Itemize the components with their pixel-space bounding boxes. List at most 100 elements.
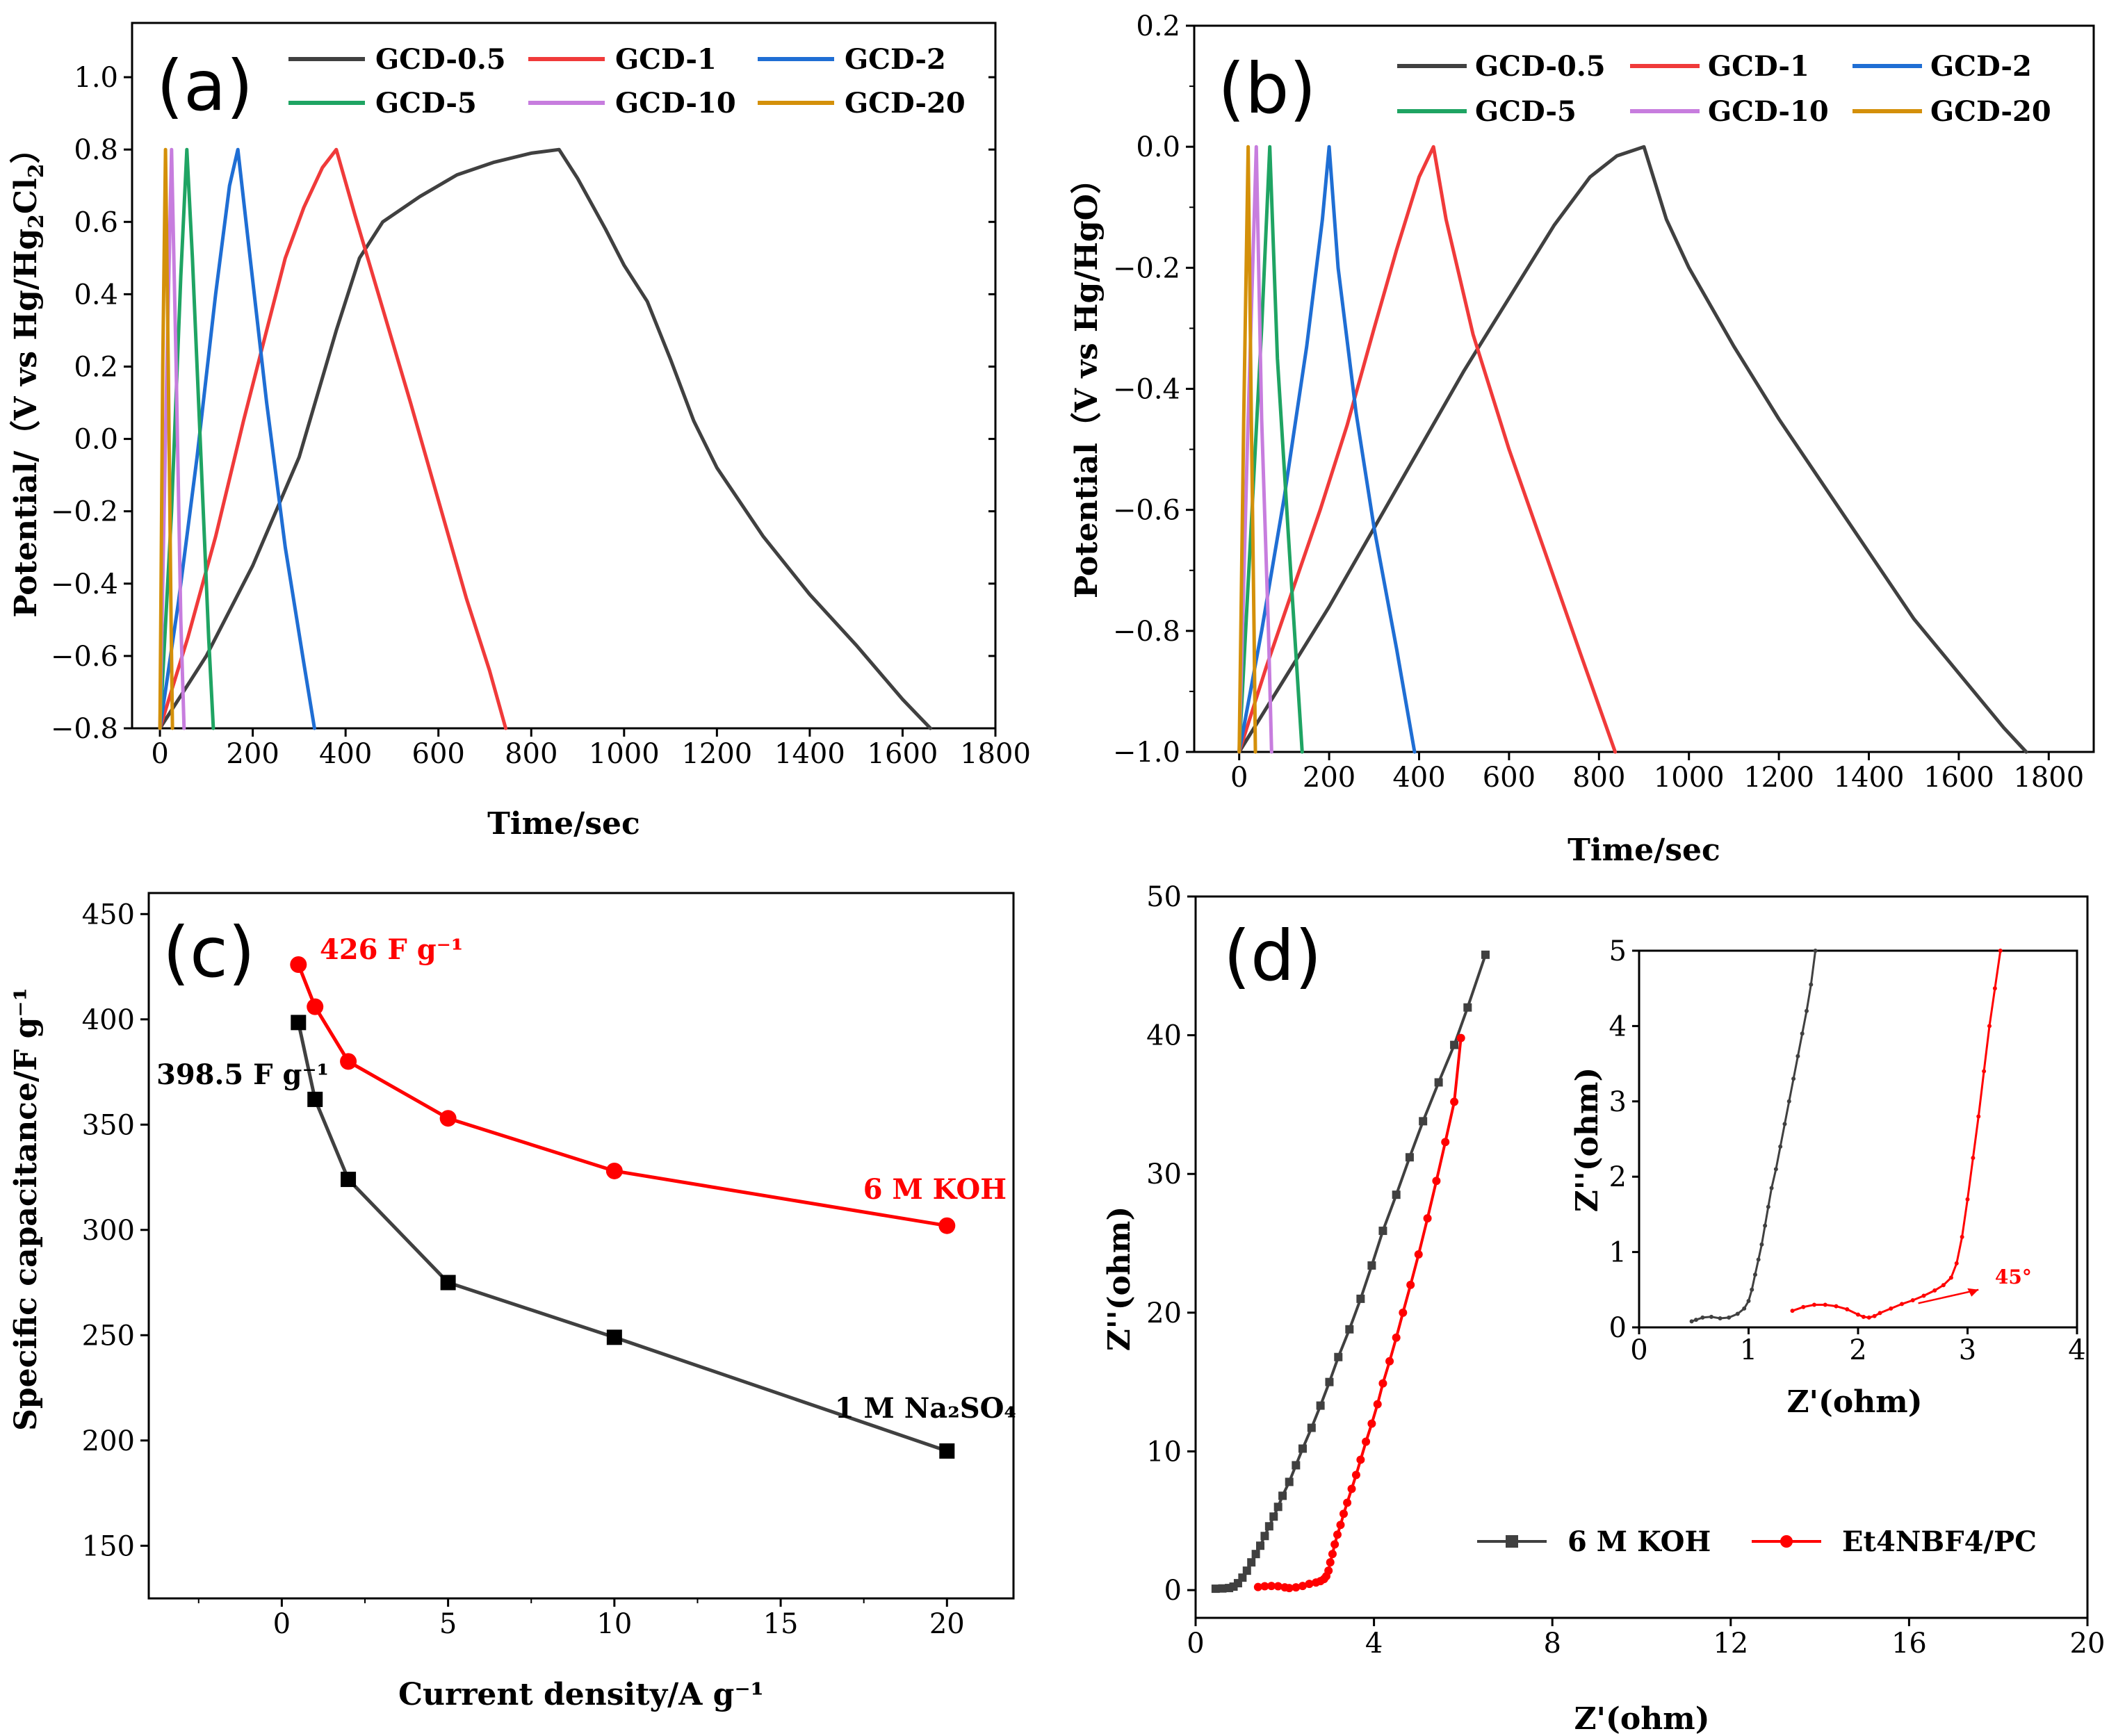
plot-frame: [147, 892, 1015, 1600]
x-tick-label: 1600: [1923, 762, 1994, 794]
legend-label: Et4NBF4/PC: [1842, 1525, 2037, 1558]
data-point: [307, 1091, 323, 1107]
x-tick-label: 0: [1187, 1628, 1204, 1660]
data-point: [1378, 1227, 1387, 1236]
y-tick-label: −0.4: [51, 568, 118, 600]
y-tick-label: 0.2: [74, 351, 118, 383]
inset-data-point: [1921, 1293, 1926, 1298]
panel-letter-a: (a): [156, 45, 253, 126]
x-tick-label: 4: [1365, 1628, 1383, 1660]
x-tick-label: 200: [226, 738, 279, 770]
x-tick-label: 600: [1483, 762, 1536, 794]
data-point: [1298, 1582, 1307, 1591]
legend-label: GCD-0.5: [1475, 50, 1606, 83]
inset-data-point: [1812, 1302, 1816, 1307]
data-point: [341, 1172, 357, 1188]
series-GCD-20: [1237, 145, 1257, 754]
y-tick-label: 0.6: [74, 206, 118, 238]
inset-data-point: [1786, 1099, 1791, 1104]
inset-data-point: [1689, 1319, 1694, 1324]
data-point: [1336, 1521, 1345, 1530]
inset-data-point: [1763, 1223, 1768, 1228]
data-point: [1339, 1509, 1348, 1518]
data-point: [1356, 1294, 1365, 1303]
data-point: [290, 956, 307, 974]
data-point: [605, 1162, 623, 1179]
panel-letter-c: (c): [163, 912, 255, 993]
data-point: [1325, 1377, 1334, 1386]
inset-data-point: [1889, 1306, 1894, 1311]
data-point: [1247, 1558, 1256, 1567]
data-point: [1211, 1584, 1220, 1594]
inset-data-point: [1878, 1311, 1882, 1316]
y-tick-label: 150: [82, 1530, 135, 1562]
annotation-koh-label: 6 M KOH: [863, 1173, 1007, 1206]
x-tick-label: 0: [1230, 762, 1248, 794]
data-point: [1260, 1532, 1269, 1541]
legend-label: GCD-5: [1475, 95, 1577, 128]
data-point: [1292, 1461, 1301, 1470]
inset-data-point: [1782, 1122, 1787, 1127]
y-tick-label: 30: [1146, 1158, 1182, 1190]
y-tick-label: −0.2: [51, 496, 118, 528]
y-tick-label: 350: [82, 1109, 135, 1141]
x-axis-label: Current density/A g⁻¹: [398, 1677, 764, 1712]
y-tick-label: 0.4: [74, 279, 118, 311]
inset-data-point: [1790, 1309, 1795, 1313]
inset-y-tick-label: 0: [1609, 1312, 1627, 1344]
y-tick-label: 200: [82, 1425, 135, 1457]
inset-y-tick-label: 2: [1609, 1161, 1627, 1193]
data-point: [1373, 1400, 1382, 1409]
data-point: [1367, 1261, 1376, 1270]
panel-letter-b: (b): [1218, 48, 1317, 129]
series-GCD-5: [158, 147, 215, 730]
y-axis-label: Z''(ohm): [1102, 1206, 1137, 1352]
data-point: [1278, 1491, 1287, 1500]
annotation-na-label: 1 M Na₂SO₄: [835, 1392, 1016, 1425]
x-tick-label: 800: [505, 738, 557, 770]
data-point: [1463, 1003, 1472, 1012]
data-point: [606, 1329, 622, 1345]
y-tick-label: 250: [82, 1320, 135, 1352]
series-GCD-20: [158, 147, 174, 730]
series-GCD-1: [158, 147, 507, 730]
data-point: [1378, 1379, 1387, 1388]
data-point: [1456, 1033, 1465, 1042]
inset-y-tick-label: 5: [1609, 935, 1627, 967]
data-point: [1307, 1423, 1316, 1432]
inset-data-point: [1709, 1314, 1713, 1319]
inset-arrow: [1918, 1288, 1979, 1304]
inset-data-point: [1791, 1076, 1796, 1081]
series-line-6 M KOH: [296, 963, 949, 1228]
plot-frame: [1194, 895, 2089, 1619]
data-point: [439, 1110, 457, 1127]
y-tick-label: 40: [1146, 1020, 1182, 1052]
inset-y-tick-label: 3: [1609, 1086, 1627, 1118]
panel-d: 0 4 8 12 16 2001020304050Z'(ohm)Z''(ohm)(d)6 …: [1102, 881, 2105, 1736]
legend-label: GCD-2: [845, 43, 946, 76]
data-point: [1305, 1580, 1314, 1589]
data-point: [1347, 1484, 1356, 1493]
annotation-koh-peak: 426 F g⁻¹: [320, 933, 463, 966]
x-tick-label: 400: [319, 738, 372, 770]
inset-data-point: [1766, 1204, 1770, 1209]
inset-data-point: [1965, 1197, 1970, 1202]
data-point: [1406, 1280, 1415, 1289]
data-point: [1326, 1558, 1335, 1567]
y-tick-label: 0.0: [74, 424, 118, 456]
inset-data-point: [1866, 1315, 1871, 1320]
y-tick-label: −0.8: [1113, 616, 1180, 648]
inset-data-point: [1693, 1318, 1698, 1323]
legend-label: GCD-2: [1930, 50, 2032, 83]
inset-data-point: [1960, 1234, 1964, 1239]
x-tick-label: 200: [1303, 762, 1355, 794]
inset-data-point: [1801, 1304, 1806, 1309]
legend-marker: [1506, 1535, 1518, 1548]
y-tick-label: 0.8: [74, 134, 118, 166]
data-point: [1423, 1214, 1432, 1223]
inset-data-point: [1971, 1156, 1976, 1161]
panel-c: 0 5 10 15 20 150 200 250 300 350 400 450 Current den…: [8, 892, 1016, 1712]
inset-data-point: [1700, 1315, 1705, 1320]
y-axis-label: Potential/（V vs Hg/Hg2Cl2）: [8, 133, 49, 617]
inset-data-point: [1759, 1242, 1764, 1247]
